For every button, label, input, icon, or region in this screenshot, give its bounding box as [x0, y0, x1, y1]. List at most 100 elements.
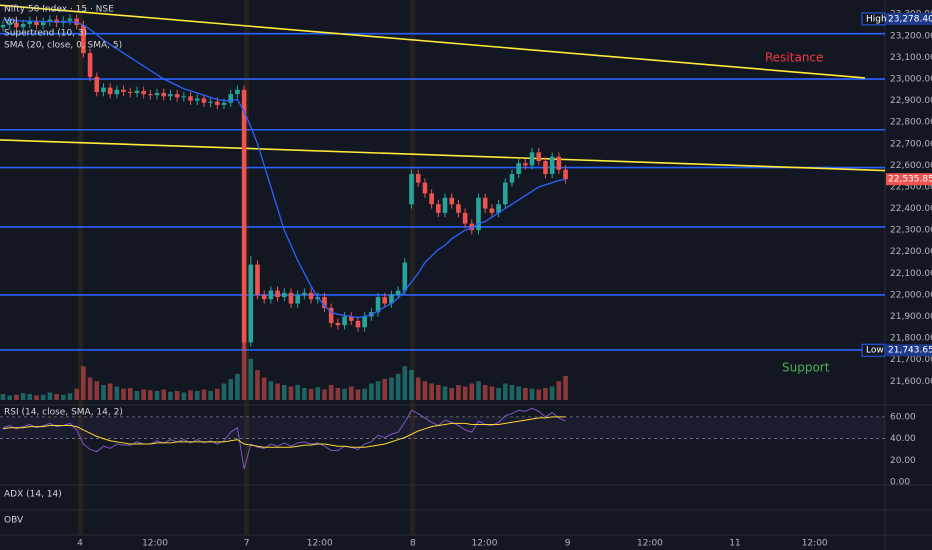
volume-bar: [181, 392, 187, 400]
candle-body: [208, 101, 213, 103]
volume-bar: [536, 389, 542, 400]
volume-bar: [74, 388, 79, 400]
candle-body: [20, 23, 26, 28]
candle-body: [27, 20, 33, 24]
volume-bar: [462, 386, 468, 400]
volume-bar: [127, 388, 133, 400]
candle-body: [261, 294, 267, 300]
volume-bar: [67, 393, 73, 400]
volume-bar: [355, 389, 361, 400]
candle-body: [496, 204, 501, 213]
low-marker-value: 21,743.65: [888, 346, 932, 356]
candle-body: [543, 161, 548, 175]
low-marker-box: [886, 344, 932, 357]
candle-body: [389, 294, 394, 304]
volume-bar: [335, 388, 341, 400]
volume-bar: [40, 394, 46, 400]
candle-body: [382, 297, 388, 304]
rsi-tick-label: 20.00: [890, 456, 916, 466]
volume-bar: [389, 377, 394, 400]
volume-bar: [107, 383, 113, 400]
volume-bar: [543, 388, 548, 400]
candle-body: [302, 292, 307, 295]
candle-body: [549, 156, 555, 175]
x-tick-label: 12:00: [472, 539, 498, 549]
chart-title: Nifty 50 Index · 15 · NSE: [4, 5, 114, 15]
candle-body: [40, 21, 46, 26]
candle-body: [94, 76, 100, 92]
candle-body: [415, 174, 421, 183]
volume-bar: [27, 394, 33, 400]
volume-bar: [188, 390, 193, 400]
volume-bar: [429, 383, 434, 400]
candle-body: [7, 22, 13, 26]
candle-body: [536, 152, 542, 162]
y-tick-label: 22,200.00: [890, 247, 932, 257]
volume-bar: [255, 370, 260, 400]
volume-bar: [87, 377, 93, 400]
volume-bar: [315, 387, 321, 400]
y-tick-label: 21,600.00: [890, 377, 932, 387]
candle-body: [308, 292, 314, 300]
volume-bar: [228, 379, 234, 400]
candle-body: [523, 163, 528, 166]
candle-body: [328, 307, 334, 323]
candle-body: [221, 102, 227, 105]
y-tick-label: 23,100.00: [890, 53, 932, 63]
low-marker-tag: [861, 343, 886, 357]
volume-bar: [509, 385, 515, 400]
rsi-tick-label: 60.00: [890, 412, 916, 422]
volume-bar: [375, 381, 381, 400]
candle-body: [288, 292, 294, 304]
y-tick-label: 22,400.00: [890, 204, 932, 214]
candle-body: [509, 174, 515, 183]
volume-bar: [174, 391, 180, 400]
y-tick-label: 22,000.00: [890, 290, 932, 300]
candle-body: [101, 87, 106, 92]
volume-bar: [529, 388, 535, 400]
rsi-tick-label: 40.00: [890, 434, 916, 444]
volume-bar: [308, 388, 314, 400]
candle-body: [87, 53, 93, 77]
volume-bar: [34, 395, 39, 400]
volume-bar: [121, 388, 126, 400]
candle-body: [188, 96, 193, 101]
high-marker-text: High: [866, 14, 887, 24]
candle-body: [355, 320, 361, 328]
candle-body: [429, 193, 434, 205]
volume-bar: [402, 366, 408, 400]
x-tick-label: 11: [729, 539, 740, 549]
volume-bar: [436, 385, 441, 400]
volume-bar: [342, 388, 347, 400]
legend: Nifty 50 Index · 15 · NSE Vol Supertrend…: [4, 5, 123, 526]
rsi-title: RSI (14, close, SMA, 14, 2): [4, 408, 123, 418]
volume-bar: [94, 381, 100, 400]
candle-body: [161, 93, 167, 97]
legend-item: Supertrend (10, 3): [4, 29, 87, 39]
y-tick-label: 21,700.00: [890, 355, 932, 365]
volume-bar: [261, 377, 267, 400]
candle-body: [268, 290, 274, 300]
candle-body: [502, 182, 508, 205]
x-tick-label: 12:00: [307, 539, 333, 549]
candle-body: [395, 290, 401, 295]
volume-bar: [268, 381, 274, 400]
volume-bar: [281, 385, 287, 400]
candle-body: [482, 197, 488, 209]
candle-body: [409, 174, 414, 205]
candle-body: [215, 101, 220, 105]
volume-bar: [141, 389, 146, 400]
volume-bar: [221, 383, 227, 400]
session-break: [78, 0, 83, 535]
y-tick-label: 22,700.00: [890, 139, 932, 149]
volume-bar: [7, 395, 13, 400]
volume-bar: [208, 391, 213, 400]
y-tick-label: 22,300.00: [890, 226, 932, 236]
y-tick-label: 22,500.00: [890, 182, 932, 192]
volume-bar: [81, 366, 86, 400]
candle-body: [422, 182, 428, 194]
x-tick-label: 12:00: [802, 539, 828, 549]
x-tick-label: 4: [77, 539, 83, 549]
candle-body: [295, 294, 300, 304]
